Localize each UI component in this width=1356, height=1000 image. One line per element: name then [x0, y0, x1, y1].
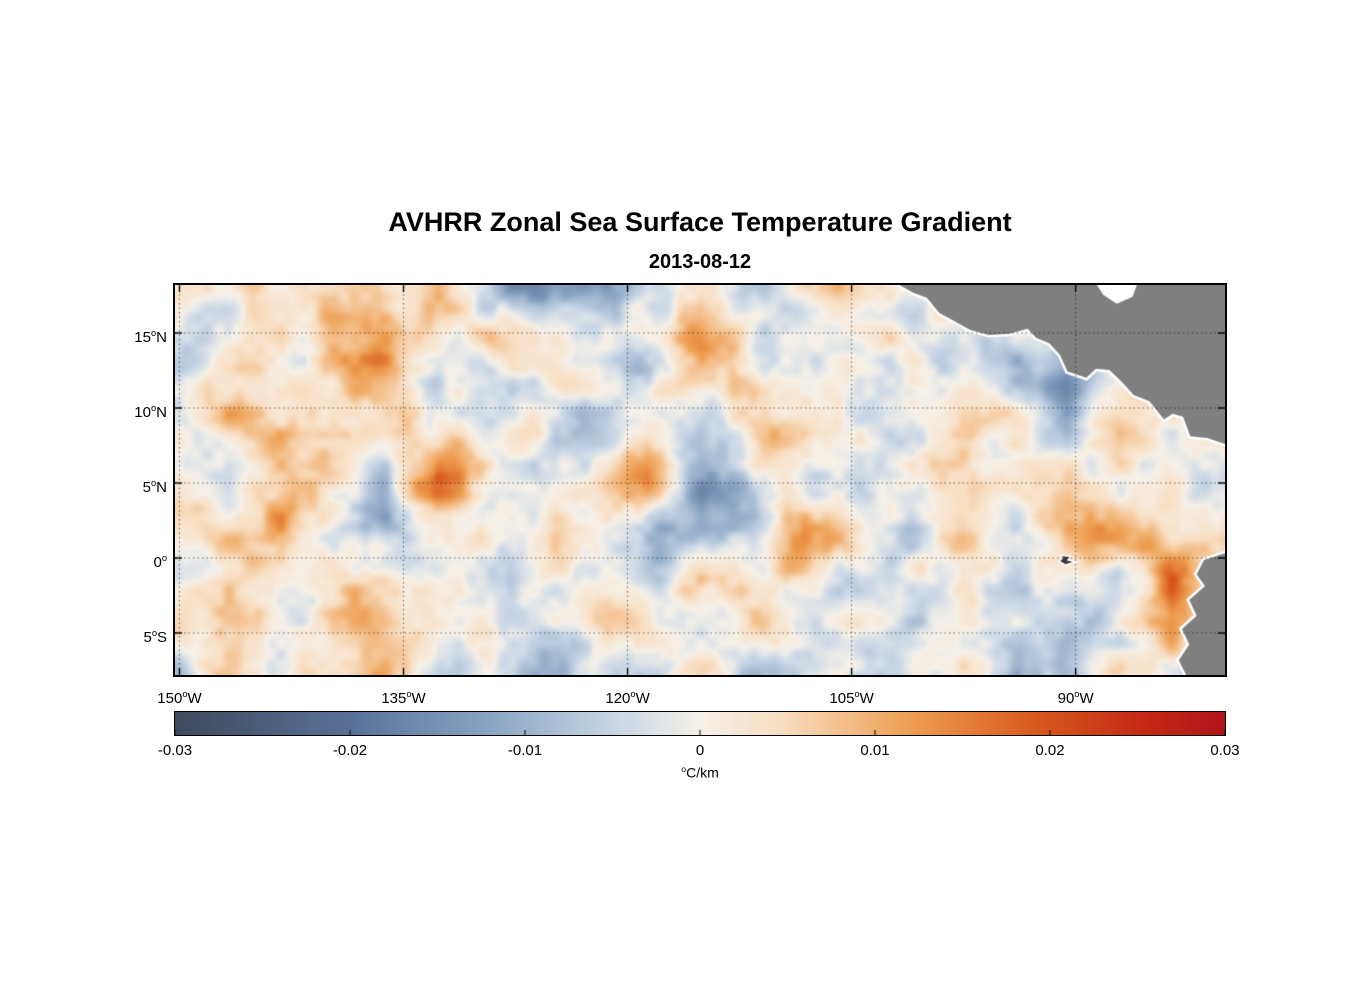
figure-subtitle-date: 2013-08-12: [648, 251, 752, 273]
figure-title: AVHRR Zonal Sea Surface Temperature Grad…: [388, 207, 1012, 237]
colorbar-tick-label: 0.02: [1035, 742, 1065, 759]
x-tick-label: 90oW: [1057, 689, 1094, 707]
colorbar-canvas: [175, 712, 1225, 735]
x-tick-label: 150oW: [157, 689, 202, 707]
y-tick-label: 5oS: [143, 628, 167, 646]
x-tick-label: 120oW: [605, 689, 650, 707]
y-tick-label: 0o: [153, 553, 167, 571]
colorbar-unit-label: oC/km: [681, 764, 719, 781]
colorbar-tick-label: 0: [695, 742, 705, 759]
colorbar-tick-label: -0.01: [507, 742, 543, 759]
y-tick-label: 10oN: [134, 403, 167, 421]
x-tick-label: 105oW: [829, 689, 874, 707]
y-tick-label: 15oN: [134, 328, 167, 346]
colorbar-tick-label: -0.02: [332, 742, 368, 759]
colorbar: [174, 711, 1226, 736]
map-canvas: [175, 285, 1225, 675]
colorbar-tick-label: 0.03: [1210, 742, 1240, 759]
y-tick-label: 5oN: [142, 478, 167, 496]
map-plot: [173, 283, 1227, 677]
x-tick-label: 135oW: [381, 689, 426, 707]
colorbar-tick-label: -0.03: [157, 742, 193, 759]
colorbar-tick-label: 0.01: [860, 742, 890, 759]
